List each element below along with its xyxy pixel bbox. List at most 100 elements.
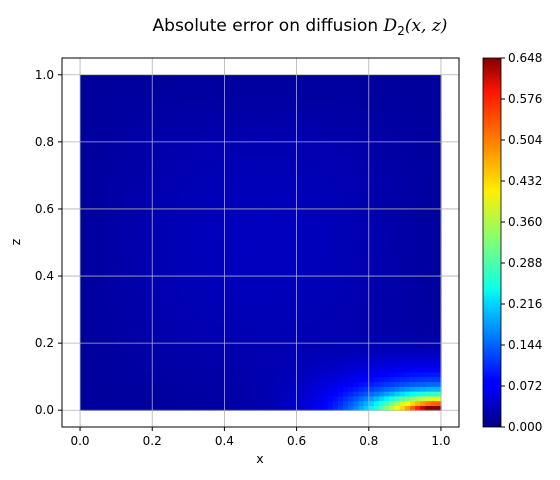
heatmap-cell	[291, 208, 298, 215]
heatmap-cell	[275, 309, 282, 315]
heatmap-cell	[152, 338, 158, 344]
heatmap-cell	[136, 314, 143, 320]
heatmap-cell	[410, 271, 416, 277]
heatmap-cell	[157, 381, 164, 387]
heatmap-cell	[152, 247, 158, 253]
heatmap-cell	[141, 395, 148, 402]
heatmap-cell	[178, 237, 184, 244]
heatmap-cell	[80, 151, 86, 157]
heatmap-cell	[234, 338, 241, 344]
heatmap-cell	[296, 232, 303, 239]
heatmap-cell	[116, 194, 122, 200]
heatmap-cell	[265, 376, 272, 383]
heatmap-cell	[183, 79, 189, 85]
heatmap-cell	[301, 98, 308, 105]
heatmap-cell	[126, 338, 133, 344]
heatmap-cell	[208, 309, 215, 315]
heatmap-cell	[100, 103, 107, 109]
heatmap-cell	[100, 314, 107, 320]
heatmap-cell	[384, 400, 390, 407]
heatmap-cell	[234, 391, 241, 397]
heatmap-cell	[389, 117, 396, 124]
heatmap-cell	[420, 252, 427, 258]
heatmap-cell	[415, 156, 421, 162]
heatmap-cell	[208, 194, 215, 200]
heatmap-cell	[317, 261, 323, 268]
heatmap-cell	[425, 161, 432, 167]
heatmap-cell	[131, 170, 138, 177]
heatmap-cell	[286, 228, 293, 234]
heatmap-cell	[95, 357, 102, 363]
heatmap-cell	[198, 223, 205, 229]
heatmap-cell	[291, 261, 298, 268]
heatmap-cell	[255, 137, 262, 143]
heatmap-cell	[306, 247, 313, 253]
heatmap-cell	[208, 137, 215, 143]
heatmap-cell	[157, 108, 164, 114]
heatmap-cell	[281, 295, 287, 301]
heatmap-cell	[239, 165, 246, 172]
heatmap-cell	[260, 290, 267, 296]
heatmap-cell	[208, 271, 215, 277]
heatmap-cell	[410, 141, 416, 148]
heatmap-cell	[337, 309, 344, 315]
heatmap-cell	[80, 93, 86, 100]
heatmap-cell	[322, 400, 329, 407]
heatmap-cell	[157, 247, 164, 253]
heatmap-cell	[141, 261, 148, 268]
heatmap-cell	[95, 127, 102, 133]
heatmap-cell	[373, 266, 380, 272]
heatmap-cell	[275, 194, 282, 200]
heatmap-cell	[90, 170, 97, 177]
heatmap-cell	[332, 400, 339, 407]
heatmap-cell	[85, 199, 91, 205]
heatmap-cell	[337, 395, 344, 402]
heatmap-cell	[389, 391, 396, 397]
heatmap-cell	[208, 343, 215, 349]
heatmap-cell	[358, 295, 365, 301]
heatmap-cell	[430, 376, 437, 383]
heatmap-cell	[100, 204, 107, 210]
heatmap-cell	[255, 400, 262, 407]
heatmap-cell	[317, 367, 323, 373]
heatmap-cell	[198, 184, 205, 191]
heatmap-cell	[358, 376, 365, 383]
heatmap-cell	[379, 127, 385, 133]
heatmap-cell	[147, 180, 153, 186]
heatmap-cell	[90, 161, 97, 167]
heatmap-cell	[327, 132, 334, 138]
heatmap-cell	[286, 204, 293, 210]
heatmap-cell	[281, 319, 287, 325]
heatmap-cell	[152, 98, 158, 105]
heatmap-cell	[296, 89, 303, 95]
heatmap-cell	[410, 338, 416, 344]
heatmap-cell	[348, 386, 354, 392]
heatmap-cell	[291, 285, 298, 292]
heatmap-cell	[85, 323, 91, 330]
heatmap-cell	[415, 371, 421, 378]
heatmap-cell	[368, 290, 375, 296]
heatmap-cell	[116, 343, 122, 349]
heatmap-cell	[265, 141, 272, 148]
heatmap-cell	[296, 117, 303, 124]
heatmap-cell	[162, 391, 169, 397]
heatmap-cell	[250, 256, 256, 263]
heatmap-cell	[425, 127, 432, 133]
heatmap-cell	[275, 285, 282, 292]
heatmap-cell	[322, 146, 329, 153]
heatmap-cell	[389, 285, 396, 292]
heatmap-cell	[312, 161, 318, 167]
heatmap-cell	[239, 98, 246, 105]
heatmap-cell	[85, 386, 91, 392]
heatmap-cell	[322, 276, 329, 282]
heatmap-cell	[136, 256, 143, 263]
heatmap-cell	[131, 256, 138, 263]
heatmap-cell	[183, 194, 189, 200]
heatmap-cell	[224, 362, 231, 368]
heatmap-cell	[198, 395, 205, 402]
heatmap-cell	[162, 256, 169, 263]
heatmap-cell	[410, 208, 416, 215]
heatmap-cell	[85, 194, 91, 200]
heatmap-cell	[245, 156, 251, 162]
heatmap-cell	[404, 357, 411, 363]
